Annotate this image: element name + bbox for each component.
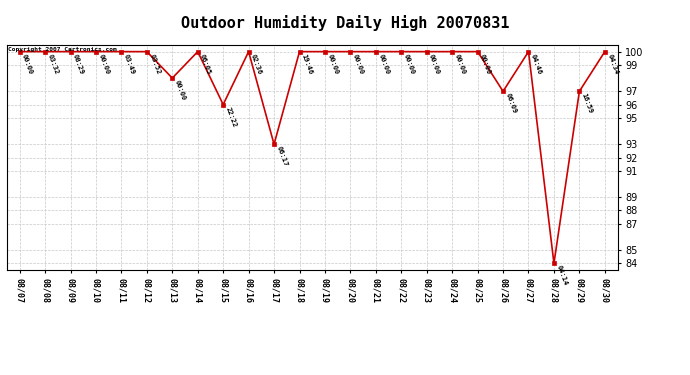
- Text: 00:00: 00:00: [479, 53, 492, 75]
- Text: 16:59: 16:59: [581, 93, 593, 115]
- Text: 06:05: 06:05: [199, 53, 212, 75]
- Text: 04:34: 04:34: [607, 53, 619, 75]
- Text: 06:09: 06:09: [504, 93, 518, 115]
- Text: Outdoor Humidity Daily High 20070831: Outdoor Humidity Daily High 20070831: [181, 15, 509, 31]
- Text: 00:00: 00:00: [428, 53, 441, 75]
- Text: 04:46: 04:46: [530, 53, 543, 75]
- Text: 19:46: 19:46: [301, 53, 314, 75]
- Text: 03:52: 03:52: [148, 53, 161, 75]
- Text: 08:29: 08:29: [72, 53, 85, 75]
- Text: Copyright 2007 Cartronics.com: Copyright 2007 Cartronics.com: [8, 47, 116, 52]
- Text: 03:32: 03:32: [46, 53, 59, 75]
- Text: 00:00: 00:00: [453, 53, 466, 75]
- Text: 04:14: 04:14: [555, 265, 569, 287]
- Text: 00:00: 00:00: [352, 53, 365, 75]
- Text: 00:00: 00:00: [97, 53, 110, 75]
- Text: 00:00: 00:00: [174, 80, 186, 102]
- Text: 02:36: 02:36: [250, 53, 263, 75]
- Text: 00:00: 00:00: [326, 53, 339, 75]
- Text: 00:00: 00:00: [21, 53, 34, 75]
- Text: 00:00: 00:00: [403, 53, 415, 75]
- Text: 22:22: 22:22: [224, 106, 237, 128]
- Text: 06:17: 06:17: [275, 146, 288, 168]
- Text: 03:49: 03:49: [123, 53, 136, 75]
- Text: 00:00: 00:00: [377, 53, 390, 75]
